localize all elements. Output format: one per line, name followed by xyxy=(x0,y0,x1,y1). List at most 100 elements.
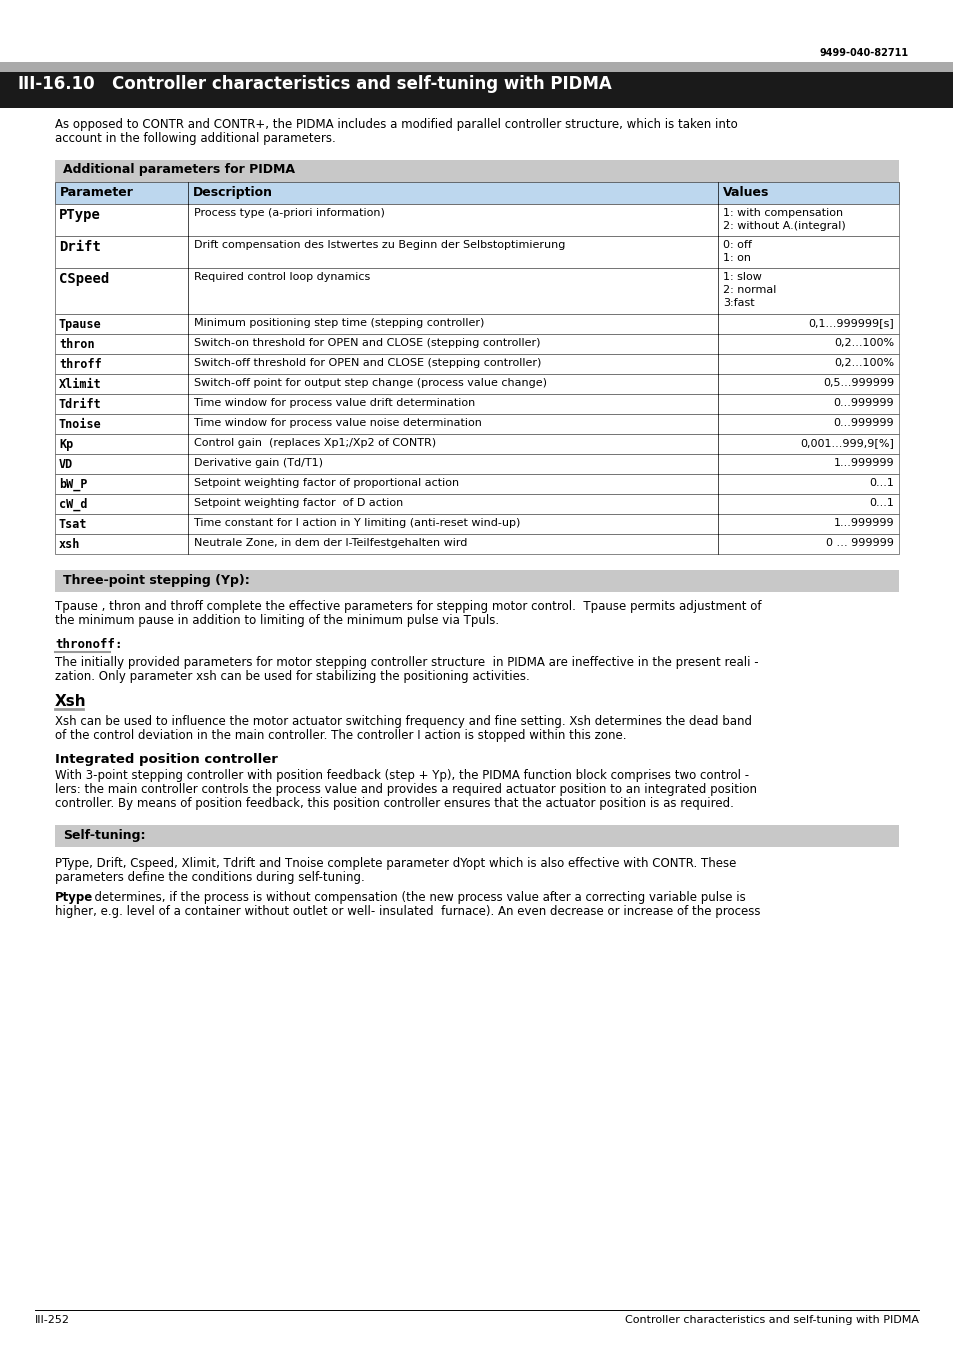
Bar xyxy=(55,414,898,433)
Text: Minimum positioning step time (stepping controller): Minimum positioning step time (stepping … xyxy=(193,319,484,328)
Text: VD: VD xyxy=(59,458,73,471)
Text: xsh: xsh xyxy=(59,539,80,551)
Text: Tpause , thron and throff complete the effective parameters for stepping motor c: Tpause , thron and throff complete the e… xyxy=(55,599,760,613)
Text: 0,2...100%: 0,2...100% xyxy=(833,338,893,348)
Bar xyxy=(55,474,898,494)
Text: Tnoise: Tnoise xyxy=(59,418,102,431)
Text: higher, e.g. level of a container without outlet or well- insulated  furnace). A: higher, e.g. level of a container withou… xyxy=(55,904,760,918)
Text: throff: throff xyxy=(59,358,102,371)
Text: Tpause: Tpause xyxy=(59,319,102,331)
Text: As opposed to CONTR and CONTR+, the PIDMA includes a modified parallel controlle: As opposed to CONTR and CONTR+, the PIDM… xyxy=(55,117,737,131)
Text: 0: off: 0: off xyxy=(722,240,751,250)
Text: bW_P: bW_P xyxy=(59,478,88,491)
Text: lers: the main controller controls the process value and provides a required act: lers: the main controller controls the p… xyxy=(55,783,757,796)
Text: Xlimit: Xlimit xyxy=(59,378,102,392)
Text: Switch-off threshold for OPEN and CLOSE (stepping controller): Switch-off threshold for OPEN and CLOSE … xyxy=(193,358,540,369)
Text: Setpoint weighting factor  of D action: Setpoint weighting factor of D action xyxy=(193,498,403,508)
Text: Drift compensation des Istwertes zu Beginn der Selbstoptimierung: Drift compensation des Istwertes zu Begi… xyxy=(193,240,565,250)
Text: 0,2...100%: 0,2...100% xyxy=(833,358,893,369)
Bar xyxy=(55,354,898,374)
Text: cW_d: cW_d xyxy=(59,498,88,512)
Text: Time constant for I action in Y limiting (anti-reset wind-up): Time constant for I action in Y limiting… xyxy=(193,518,519,528)
Bar xyxy=(55,570,898,593)
Text: 0,001...999,9[%]: 0,001...999,9[%] xyxy=(800,437,893,448)
Text: Values: Values xyxy=(722,186,768,198)
Text: of the control deviation in the main controller. The controller I action is stop: of the control deviation in the main con… xyxy=(55,729,626,742)
Text: Integrated position controller: Integrated position controller xyxy=(55,753,277,765)
Text: 9499-040-82711: 9499-040-82711 xyxy=(819,49,908,58)
Text: Tsat: Tsat xyxy=(59,518,88,531)
Text: Xsh can be used to influence the motor actuator switching frequency and fine set: Xsh can be used to influence the motor a… xyxy=(55,716,751,728)
Text: 1: with compensation: 1: with compensation xyxy=(722,208,842,217)
Text: 0,5...999999: 0,5...999999 xyxy=(822,378,893,387)
Bar xyxy=(55,433,898,454)
Text: III-16.10: III-16.10 xyxy=(18,76,95,93)
Text: III-252: III-252 xyxy=(35,1315,70,1324)
Text: 3:fast: 3:fast xyxy=(722,298,754,308)
Bar xyxy=(55,269,898,315)
Text: PType, Drift, Cspeed, Xlimit, Tdrift and Tnoise complete parameter dYopt which i: PType, Drift, Cspeed, Xlimit, Tdrift and… xyxy=(55,857,736,869)
Text: 0 … 999999: 0 … 999999 xyxy=(825,539,893,548)
Bar xyxy=(55,204,898,236)
Text: determines, if the process is without compensation (the new process value after : determines, if the process is without co… xyxy=(87,891,745,904)
Bar xyxy=(55,825,898,846)
Text: zation. Only parameter xsh can be used for stabilizing the positioning activitie: zation. Only parameter xsh can be used f… xyxy=(55,670,529,683)
Text: Switch-on threshold for OPEN and CLOSE (stepping controller): Switch-on threshold for OPEN and CLOSE (… xyxy=(193,338,540,348)
Text: The initially provided parameters for motor stepping controller structure  in PI: The initially provided parameters for mo… xyxy=(55,656,758,670)
Text: Description: Description xyxy=(193,186,273,198)
Text: 1: slow: 1: slow xyxy=(722,271,761,282)
Bar xyxy=(55,514,898,535)
Text: Control gain  (replaces Xp1;/Xp2 of CONTR): Control gain (replaces Xp1;/Xp2 of CONTR… xyxy=(193,437,436,448)
Text: With 3-point stepping controller with position feedback (step + Yp), the PIDMA f: With 3-point stepping controller with po… xyxy=(55,769,748,782)
Text: 0...1: 0...1 xyxy=(868,498,893,508)
Bar xyxy=(55,454,898,474)
Bar xyxy=(55,161,898,182)
Text: 0...999999: 0...999999 xyxy=(833,418,893,428)
Text: parameters define the conditions during self-tuning.: parameters define the conditions during … xyxy=(55,871,364,884)
Text: Controller characteristics and self-tuning with PIDMA: Controller characteristics and self-tuni… xyxy=(624,1315,918,1324)
Text: Switch-off point for output step change (process value change): Switch-off point for output step change … xyxy=(193,378,546,387)
Text: 0...1: 0...1 xyxy=(868,478,893,487)
Bar xyxy=(55,374,898,394)
Text: Setpoint weighting factor of proportional action: Setpoint weighting factor of proportiona… xyxy=(193,478,458,487)
Text: Kp: Kp xyxy=(59,437,73,451)
Text: Additional parameters for PIDMA: Additional parameters for PIDMA xyxy=(63,163,294,176)
Text: thronoff:: thronoff: xyxy=(55,639,122,651)
Text: Ptype: Ptype xyxy=(55,891,93,904)
Bar xyxy=(55,494,898,514)
Text: 0,1...999999[s]: 0,1...999999[s] xyxy=(807,319,893,328)
Text: 1...999999: 1...999999 xyxy=(833,458,893,468)
Bar xyxy=(55,315,898,333)
Text: CSpeed: CSpeed xyxy=(59,271,110,286)
Bar xyxy=(55,394,898,414)
Bar xyxy=(55,182,898,204)
Text: controller. By means of position feedback, this position controller ensures that: controller. By means of position feedbac… xyxy=(55,796,733,810)
Text: Drift: Drift xyxy=(59,240,101,254)
Text: Self-tuning:: Self-tuning: xyxy=(63,829,146,842)
Text: Controller characteristics and self-tuning with PIDMA: Controller characteristics and self-tuni… xyxy=(112,76,611,93)
Text: thron: thron xyxy=(59,338,94,351)
Text: Tdrift: Tdrift xyxy=(59,398,102,410)
Text: Parameter: Parameter xyxy=(60,186,133,198)
Text: account in the following additional parameters.: account in the following additional para… xyxy=(55,132,335,144)
Text: 1: on: 1: on xyxy=(722,252,750,263)
Bar xyxy=(55,236,898,269)
Text: Derivative gain (Td/T1): Derivative gain (Td/T1) xyxy=(193,458,323,468)
Text: 2: without A.(integral): 2: without A.(integral) xyxy=(722,221,845,231)
Bar xyxy=(0,72,953,108)
Text: Process type (a-priori information): Process type (a-priori information) xyxy=(193,208,384,217)
Text: Time window for process value noise determination: Time window for process value noise dete… xyxy=(193,418,481,428)
Text: Three-point stepping (Yp):: Three-point stepping (Yp): xyxy=(63,574,250,587)
Bar xyxy=(0,62,953,72)
Text: 0...999999: 0...999999 xyxy=(833,398,893,408)
Bar xyxy=(55,535,898,554)
Text: 1...999999: 1...999999 xyxy=(833,518,893,528)
Text: Time window for process value drift determination: Time window for process value drift dete… xyxy=(193,398,475,408)
Text: Neutrale Zone, in dem der I-Teilfestgehalten wird: Neutrale Zone, in dem der I-Teilfestgeha… xyxy=(193,539,467,548)
Text: Xsh: Xsh xyxy=(55,694,87,709)
Text: PType: PType xyxy=(59,208,101,221)
Text: the minimum pause in addition to limiting of the minimum pulse via Tpuls.: the minimum pause in addition to limitin… xyxy=(55,614,498,626)
Bar xyxy=(55,333,898,354)
Text: 2: normal: 2: normal xyxy=(722,285,776,296)
Text: Required control loop dynamics: Required control loop dynamics xyxy=(193,271,370,282)
